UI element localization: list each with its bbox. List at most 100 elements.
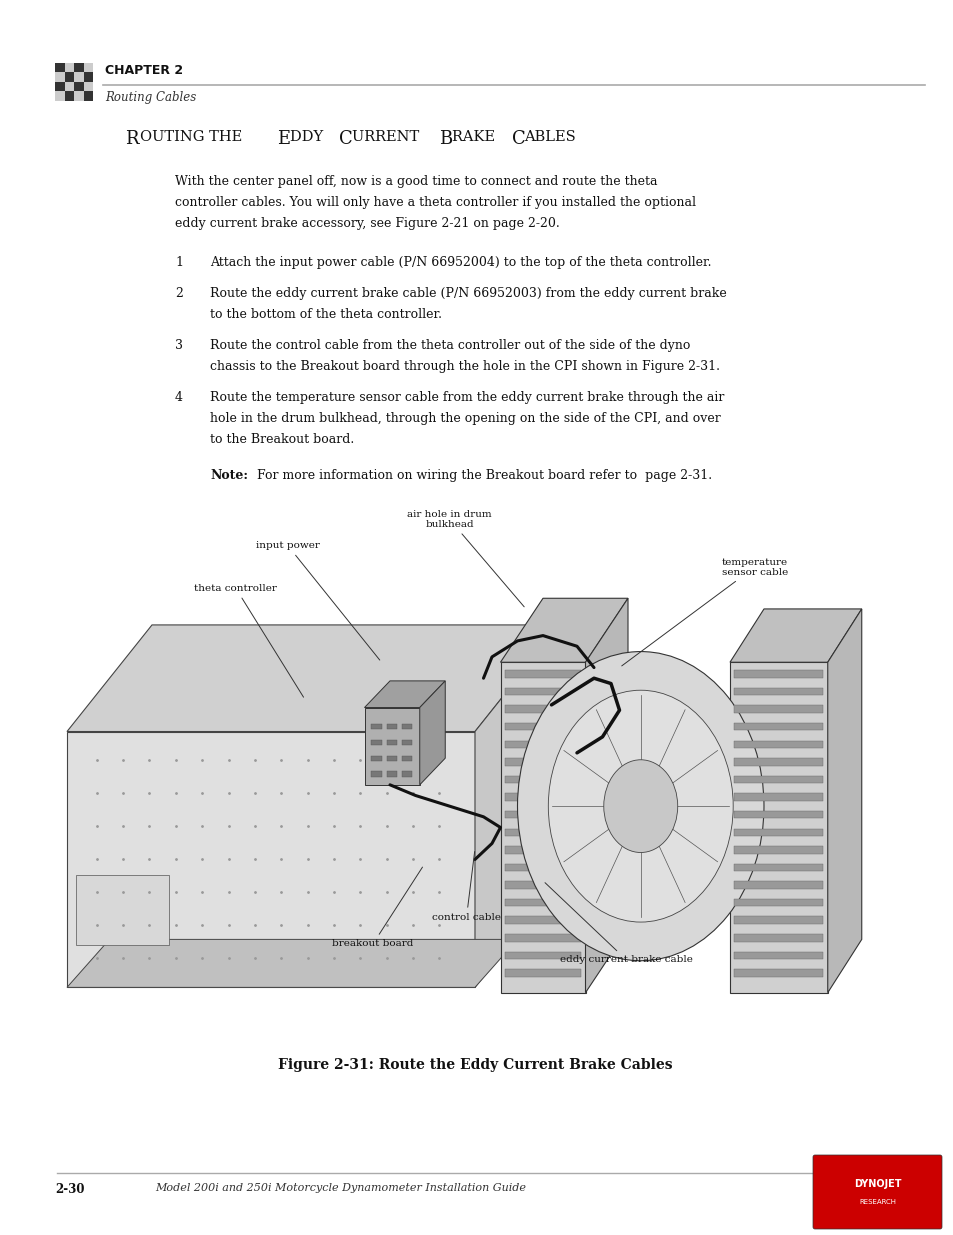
Bar	[371, 772, 381, 777]
Text: 3: 3	[174, 338, 183, 352]
Polygon shape	[827, 609, 861, 993]
Text: ABLES: ABLES	[524, 130, 576, 144]
Bar	[74, 63, 84, 73]
Text: With the center panel off, now is a good time to connect and route the theta: With the center panel off, now is a good…	[174, 175, 657, 188]
Bar	[734, 741, 822, 748]
Bar	[371, 740, 381, 745]
Text: chassis to the Breakout board through the hole in the CPI shown in Figure 2-31.: chassis to the Breakout board through th…	[210, 359, 720, 373]
Bar	[55, 73, 65, 82]
Text: Route the eddy current brake cable (P/N 66952003) from the eddy current brake: Route the eddy current brake cable (P/N …	[210, 287, 726, 300]
Bar	[74, 82, 84, 91]
Text: C: C	[512, 130, 525, 148]
Bar	[401, 740, 412, 745]
Text: Model 200i and 250i Motorcycle Dynamometer Installation Guide: Model 200i and 250i Motorcycle Dynamomet…	[154, 1183, 525, 1193]
Text: DDY: DDY	[290, 130, 328, 144]
Polygon shape	[67, 625, 559, 731]
Polygon shape	[729, 662, 827, 993]
Bar	[55, 63, 65, 73]
Bar	[504, 688, 580, 695]
Text: breakout board: breakout board	[332, 867, 422, 948]
Bar	[734, 916, 822, 924]
Polygon shape	[67, 731, 475, 987]
Polygon shape	[500, 598, 627, 662]
Bar	[84, 91, 92, 101]
Polygon shape	[364, 708, 419, 784]
Text: hole in the drum bulkhead, through the opening on the side of the CPI, and over: hole in the drum bulkhead, through the o…	[210, 412, 720, 425]
Text: eddy current brake accessory, see Figure 2-21 on page 2-20.: eddy current brake accessory, see Figure…	[174, 217, 559, 230]
Bar	[371, 756, 381, 761]
Bar	[734, 934, 822, 941]
Text: theta controller: theta controller	[194, 584, 303, 698]
Bar	[734, 846, 822, 853]
Bar	[734, 829, 822, 836]
Bar	[55, 91, 65, 101]
Bar	[371, 724, 381, 729]
Text: B: B	[438, 130, 452, 148]
Text: Route the control cable from the theta controller out of the side of the dyno: Route the control cable from the theta c…	[210, 338, 690, 352]
Text: temperature
sensor cable: temperature sensor cable	[621, 557, 787, 666]
Bar	[504, 846, 580, 853]
Bar	[84, 82, 92, 91]
Bar	[74, 91, 84, 101]
Text: For more information on wiring the Breakout board refer to  page 2-31.: For more information on wiring the Break…	[253, 469, 711, 482]
Bar	[65, 73, 74, 82]
Ellipse shape	[548, 690, 733, 923]
Bar	[504, 758, 580, 766]
Bar	[734, 882, 822, 889]
Bar	[504, 899, 580, 906]
Text: 2: 2	[174, 287, 183, 300]
Polygon shape	[67, 940, 517, 987]
Polygon shape	[729, 609, 861, 662]
Text: R: R	[125, 130, 138, 148]
Text: C: C	[338, 130, 353, 148]
Bar	[65, 91, 74, 101]
Bar	[401, 724, 412, 729]
Polygon shape	[585, 598, 627, 993]
Bar	[504, 863, 580, 871]
Bar	[734, 793, 822, 800]
Text: CHAPTER 2: CHAPTER 2	[105, 64, 183, 77]
Ellipse shape	[603, 760, 677, 852]
Bar	[734, 952, 822, 960]
Bar	[401, 772, 412, 777]
Bar	[386, 772, 396, 777]
Bar	[504, 776, 580, 783]
Bar	[734, 722, 822, 730]
Bar	[401, 756, 412, 761]
Polygon shape	[475, 625, 559, 987]
Bar	[734, 899, 822, 906]
Polygon shape	[419, 680, 445, 784]
Text: 1: 1	[174, 256, 183, 269]
Text: RESEARCH: RESEARCH	[858, 1199, 895, 1205]
Text: Route the temperature sensor cable from the eddy current brake through the air: Route the temperature sensor cable from …	[210, 391, 723, 404]
Bar	[55, 82, 65, 91]
Text: air hole in drum
bulkhead: air hole in drum bulkhead	[407, 510, 523, 606]
Bar	[504, 829, 580, 836]
Text: Figure 2-31: Route the Eddy Current Brake Cables: Figure 2-31: Route the Eddy Current Brak…	[277, 1058, 672, 1072]
Bar	[84, 63, 92, 73]
Text: to the bottom of the theta controller.: to the bottom of the theta controller.	[210, 308, 441, 321]
Text: input power: input power	[255, 541, 379, 659]
Bar	[504, 722, 580, 730]
Bar	[504, 793, 580, 800]
Bar	[504, 882, 580, 889]
Bar	[84, 73, 92, 82]
Bar	[504, 811, 580, 819]
Bar	[504, 969, 580, 977]
Text: E: E	[276, 130, 290, 148]
Text: RAKE: RAKE	[451, 130, 498, 144]
Polygon shape	[500, 662, 585, 993]
Text: eddy current brake cable: eddy current brake cable	[544, 883, 692, 965]
Text: controller cables. You will only have a theta controller if you installed the op: controller cables. You will only have a …	[174, 196, 696, 209]
Bar	[504, 741, 580, 748]
Bar	[504, 705, 580, 713]
Bar	[65, 82, 74, 91]
Bar	[386, 724, 396, 729]
Polygon shape	[364, 680, 445, 708]
Text: Note:: Note:	[210, 469, 248, 482]
Bar	[504, 934, 580, 941]
Text: 4: 4	[174, 391, 183, 404]
Text: DYNOJET: DYNOJET	[853, 1179, 901, 1189]
Text: control cable: control cable	[432, 852, 500, 921]
Bar	[734, 811, 822, 819]
